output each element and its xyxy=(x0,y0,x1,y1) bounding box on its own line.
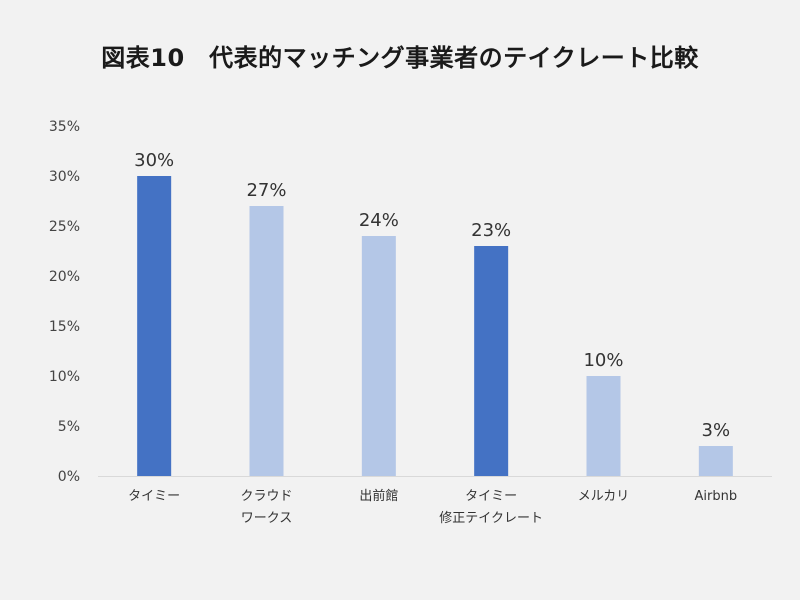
x-tick-label: 出前館 xyxy=(359,488,398,504)
y-tick-label: 20% xyxy=(49,269,80,285)
bar xyxy=(586,376,621,476)
y-axis-ticks: 0% 5% 10% 15% 20% 25% 30% 35% xyxy=(49,119,80,485)
bar xyxy=(361,236,396,476)
bars xyxy=(137,176,733,476)
y-tick-label: 15% xyxy=(49,319,80,335)
bar xyxy=(249,206,284,476)
data-label: 10% xyxy=(583,350,623,371)
chart-title: 図表10 代表的マッチング事業者のテイクレート比較 xyxy=(101,44,699,72)
y-tick-label: 10% xyxy=(49,369,80,385)
data-labels: 30% 27% 24% 23% 10% 3% xyxy=(134,150,730,441)
y-tick-label: 0% xyxy=(58,469,80,485)
bar xyxy=(137,176,172,476)
data-label: 23% xyxy=(471,220,511,241)
data-label: 3% xyxy=(702,420,731,441)
data-label: 27% xyxy=(246,180,286,201)
y-tick-label: 25% xyxy=(49,219,80,235)
y-tick-label: 5% xyxy=(58,419,80,435)
x-tick-label: ワークス xyxy=(241,511,293,526)
x-tick-label: Airbnb xyxy=(695,489,738,504)
bar xyxy=(474,246,509,476)
bar xyxy=(698,446,733,476)
y-tick-label: 35% xyxy=(49,119,80,135)
x-tick-label: クラウド xyxy=(240,489,292,504)
data-label: 24% xyxy=(359,210,399,231)
x-tick-label: 修正テイクレート xyxy=(439,511,543,526)
y-tick-label: 30% xyxy=(49,169,80,185)
data-label: 30% xyxy=(134,150,174,171)
x-tick-label: タイミー xyxy=(465,489,517,504)
x-tick-label: タイミー xyxy=(128,489,180,504)
x-tick-label: メルカリ xyxy=(578,489,630,504)
